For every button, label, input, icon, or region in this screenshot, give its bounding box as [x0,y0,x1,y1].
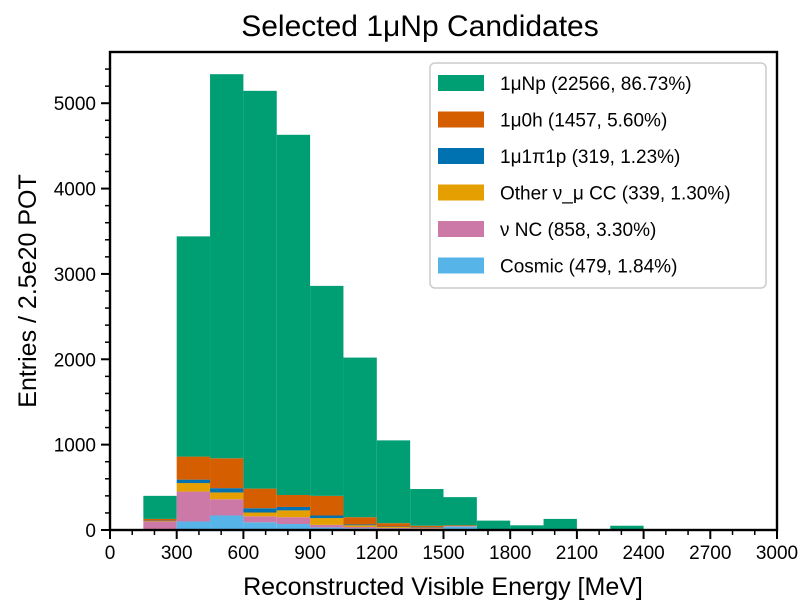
legend-box [429,62,767,289]
bar-segment [343,357,377,518]
bar-segment [343,527,377,529]
bar-segment [243,522,277,530]
bar-segment [243,90,277,489]
bar-segment [410,525,444,528]
bar-segment [210,492,244,500]
bar-segment [243,512,277,517]
bar-segment [443,525,477,527]
bar-segment [476,520,511,530]
bar-segment [543,518,577,530]
y-axis-ticks: 0 1000 2000 3000 4000 5000 [54,68,110,542]
bar-segment [410,489,444,526]
bar-segment [276,506,311,511]
bar-segment [243,516,277,523]
legend-label: Cosmic (479, 1.84%) [500,257,677,278]
bar-segment [310,524,344,528]
x-tick-label: 2400 [622,543,664,564]
bar-segment [410,528,444,530]
bar-segment [210,488,244,493]
bar-segment [243,508,277,513]
legend-swatch [438,75,484,91]
bar-segment [210,515,244,530]
bar-segment [443,526,477,530]
bar-segment [276,495,311,507]
bar-segment [443,497,477,526]
bar-segment [176,521,211,530]
bar-segment [210,74,244,459]
bar-segment [276,134,311,496]
y-tick-label: 5000 [54,94,96,115]
chart-title: Selected 1μNp Candidates [241,10,599,43]
bar-segment [243,488,277,509]
bar-segment [310,285,344,496]
bar-segment [210,458,244,489]
x-tick-label: 2700 [689,543,731,564]
bar-segment [343,517,377,525]
bar-segment [276,524,311,530]
y-axis-label: Entries / 2.5e20 POT [14,174,42,407]
legend: 1μNp (22566, 86.73%) 1μ0h (1457, 5.60%) 1μ… [429,62,767,289]
bar-segment [176,456,211,480]
legend-swatch [438,111,484,128]
bar-segment [343,524,377,526]
legend-label: 1μ0h (1457, 5.60%) [500,111,667,132]
bar-segment [276,517,311,525]
legend-label: 1μNp (22566, 86.73%) [500,74,692,95]
legend-swatch [438,257,484,274]
legend-swatch [438,221,484,237]
x-tick-label: 1500 [422,543,464,564]
x-tick-label: 1200 [356,543,398,564]
x-tick-label: 900 [294,543,326,564]
x-tick-label: 3000 [756,543,798,564]
bar-segment [343,525,377,528]
bar-segment [176,483,211,492]
legend-label: 1μ1π1p (319, 1.23%) [500,147,680,168]
bar-segment [276,510,311,518]
bar-segment [376,523,411,527]
y-tick-label: 3000 [54,265,96,286]
legend-swatch [438,184,484,201]
x-axis-label: Reconstructed Visible Energy [MeV] [243,573,643,601]
x-tick-label: 0 [105,543,116,564]
bar-segment [376,527,411,529]
legend-swatch [438,148,484,164]
bar-segment [610,525,644,530]
x-tick-label: 300 [161,543,193,564]
x-tick-label: 1800 [489,543,531,564]
legend-label: Other ν_μ CC (339, 1.30%) [500,184,731,205]
legend-items: 1μNp (22566, 86.73%) 1μ0h (1457, 5.60%) 1μ… [438,74,731,278]
bar-segment [310,518,344,525]
bar-segment [143,495,177,519]
bar-segment [143,521,177,530]
bar-segment [310,495,344,516]
y-tick-label: 4000 [54,180,96,201]
bar-segment [176,479,211,484]
x-tick-label: 600 [228,543,260,564]
bar-segment [310,527,344,530]
y-tick-label: 0 [85,521,96,542]
bar-segment [310,515,344,519]
y-tick-label: 1000 [54,436,96,457]
bar-segment [176,491,211,522]
x-axis-ticks: 0 300 600 900 1200 1500 1800 2100 2400 2700 3000 [105,530,798,564]
legend-label: ν NC (858, 3.30%) [500,220,656,241]
bars [143,74,644,530]
bar-segment [176,236,211,457]
y-tick-label: 2000 [54,350,96,371]
bar-segment [210,499,244,516]
x-tick-label: 2100 [556,543,598,564]
bar-segment [376,440,411,524]
bar-segment [510,525,544,530]
bar-segment [376,527,411,528]
bar-segment [143,518,177,521]
